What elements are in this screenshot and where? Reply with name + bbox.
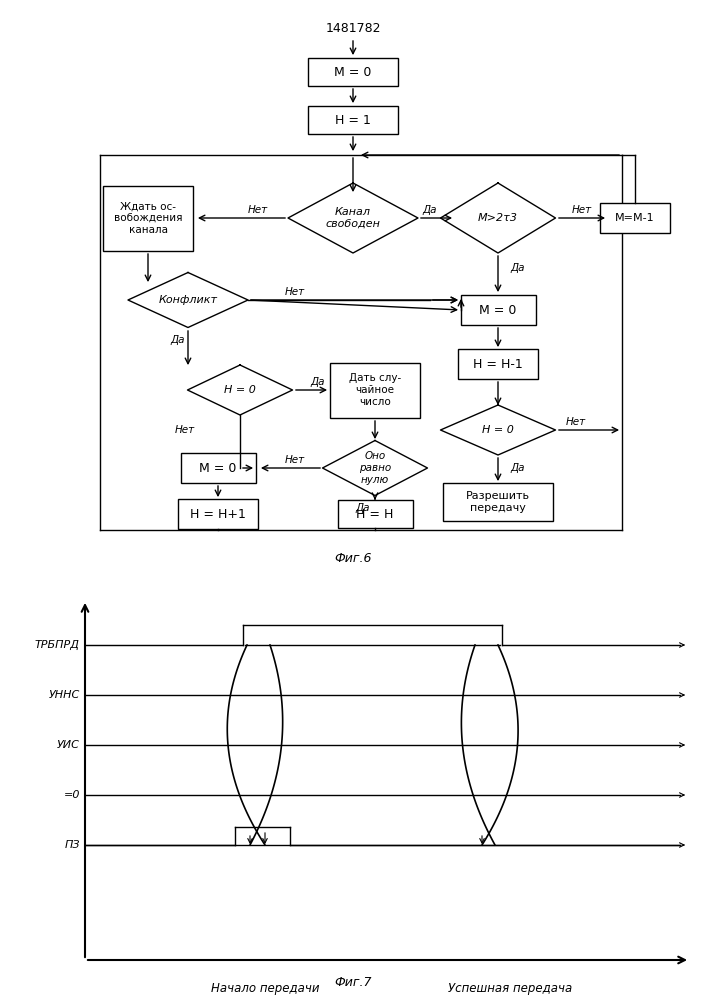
Text: H = H+1: H = H+1 <box>190 508 246 520</box>
Bar <box>600 203 670 233</box>
Bar <box>308 58 398 86</box>
Polygon shape <box>288 183 418 253</box>
Polygon shape <box>128 272 248 328</box>
Text: УННС: УННС <box>49 690 80 700</box>
Text: Нет: Нет <box>285 287 305 297</box>
Bar <box>180 453 255 483</box>
Text: =0: =0 <box>64 790 80 800</box>
Text: Нет: Нет <box>175 425 195 435</box>
Text: M=M-1: M=M-1 <box>615 213 655 223</box>
Text: Разрешить
передачу: Разрешить передачу <box>466 491 530 513</box>
Polygon shape <box>187 365 293 415</box>
Text: Оно
равно
нулю: Оно равно нулю <box>359 451 391 485</box>
Text: Да: Да <box>171 335 185 345</box>
Bar <box>330 362 420 418</box>
Bar <box>460 295 535 325</box>
Bar <box>337 500 412 528</box>
Text: H = H-1: H = H-1 <box>473 358 523 370</box>
Text: H = 0: H = 0 <box>224 385 256 395</box>
Text: Да: Да <box>311 377 325 387</box>
Bar <box>458 349 538 379</box>
Text: H = 1: H = 1 <box>335 113 371 126</box>
Text: Да: Да <box>356 503 370 513</box>
Text: Конфликт: Конфликт <box>158 295 218 305</box>
Text: Да: Да <box>510 263 525 273</box>
Bar <box>178 499 258 529</box>
Text: ПЗ: ПЗ <box>64 840 80 850</box>
Text: Успешная передача: Успешная передача <box>448 982 572 995</box>
Text: Да: Да <box>423 205 437 215</box>
Text: ТРБПРД: ТРБПРД <box>35 640 80 650</box>
Polygon shape <box>440 183 556 253</box>
Text: M>2τ3: M>2τ3 <box>478 213 518 223</box>
Bar <box>443 483 553 521</box>
Text: Нет: Нет <box>572 205 592 215</box>
Text: M = 0: M = 0 <box>334 66 372 79</box>
Text: Фиг.7: Фиг.7 <box>334 976 372 988</box>
Text: Ждать ос-
вобождения
канала: Ждать ос- вобождения канала <box>114 201 182 235</box>
Polygon shape <box>440 405 556 455</box>
Bar <box>103 186 193 250</box>
Text: Нет: Нет <box>566 417 586 427</box>
Text: H = H: H = H <box>356 508 394 520</box>
Text: Фиг.6: Фиг.6 <box>334 552 372 564</box>
Text: Канал
свободен: Канал свободен <box>325 207 380 229</box>
Text: M = 0: M = 0 <box>199 462 237 475</box>
Text: Нет: Нет <box>248 205 268 215</box>
Text: Начало передачи: Начало передачи <box>211 982 320 995</box>
Text: Нет: Нет <box>285 455 305 465</box>
Text: Дать слу-
чайное
число: Дать слу- чайное число <box>349 373 401 407</box>
Bar <box>308 106 398 134</box>
Text: УИС: УИС <box>57 740 80 750</box>
Text: H = 0: H = 0 <box>482 425 514 435</box>
Text: Да: Да <box>510 463 525 473</box>
Text: M = 0: M = 0 <box>479 304 517 316</box>
Polygon shape <box>322 440 428 495</box>
Text: 1481782: 1481782 <box>325 21 381 34</box>
